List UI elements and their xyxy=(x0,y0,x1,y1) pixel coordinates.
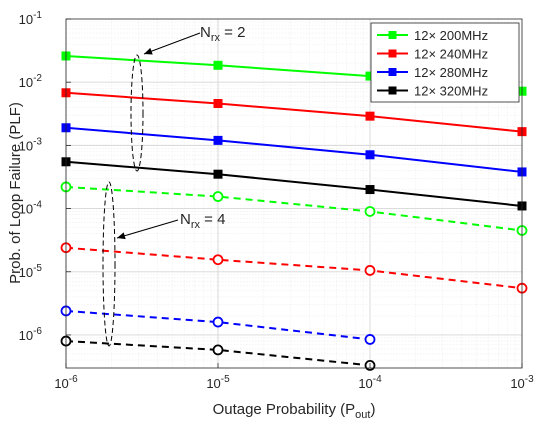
y-tick-label: 10-6 xyxy=(19,326,43,343)
x-tick-label: 10-3 xyxy=(510,374,534,391)
annotation-nrx-2-ellipse xyxy=(130,54,144,172)
data-point xyxy=(212,316,224,328)
legend: 12× 200MHz 12× 240MHz 12× 280MHz 12× 320MHz xyxy=(370,22,520,103)
data-point xyxy=(212,254,224,266)
series-6 xyxy=(60,242,528,294)
data-point xyxy=(213,60,223,70)
series-7 xyxy=(60,305,376,345)
data-point xyxy=(365,185,375,195)
data-point xyxy=(364,206,376,217)
legend-label: 12× 200MHz xyxy=(414,28,488,43)
annotation-nrx-2: Nrx = 2 xyxy=(130,24,245,172)
legend-item: 12× 280MHz xyxy=(377,65,488,80)
x-axis-label-main: Outage Probability (P xyxy=(213,401,356,418)
x-axis-label-end: ) xyxy=(370,401,375,418)
ticks: 10-6 10-5 10-4 10-3 10-1 10-2 10-3 10-4 10-5 10-6 xyxy=(19,10,534,391)
annotation-nrx-2-arrow xyxy=(143,32,201,55)
legend-label: 12× 280MHz xyxy=(414,65,488,80)
x-tick-label: 10-5 xyxy=(206,374,230,391)
legend-marker xyxy=(388,68,397,76)
series-line xyxy=(65,309,371,341)
annotation-nrx-4-arrow xyxy=(116,219,179,239)
annotations: Nrx = 2 Nrx = 4 xyxy=(102,24,245,347)
data-point xyxy=(364,265,376,276)
x-tick-label: 10-6 xyxy=(54,374,78,391)
plot-frame xyxy=(65,18,523,369)
legend-item: 12× 240MHz xyxy=(377,47,488,62)
data-point xyxy=(213,135,223,145)
data-point xyxy=(212,344,224,356)
annotation-nrx-4-arrowhead xyxy=(117,232,126,240)
legend-item: 12× 200MHz xyxy=(377,28,488,43)
x-axis-label-sub: out xyxy=(355,409,370,421)
y-tick-label: 10-1 xyxy=(19,10,43,27)
legend-marker xyxy=(388,49,397,58)
y-axis-label: Prob. of Loop Failure (PLF) xyxy=(7,102,24,284)
legend-label: 12× 240MHz xyxy=(414,47,488,62)
data-point xyxy=(212,191,224,202)
series-line xyxy=(65,126,523,173)
annotation-nrx-2-arrowhead xyxy=(144,47,153,55)
annotation-nrx-4: Nrx = 4 xyxy=(102,181,225,347)
series-line xyxy=(65,160,523,207)
data-point xyxy=(365,111,375,121)
series-line xyxy=(65,91,523,133)
data-point xyxy=(213,99,223,109)
y-tick-label: 10-4 xyxy=(19,200,43,217)
series-line xyxy=(65,246,523,290)
legend-label: 12× 320MHz xyxy=(414,84,488,99)
grid xyxy=(65,19,522,369)
y-tick-label: 10-2 xyxy=(19,73,43,90)
y-tick-label: 10-3 xyxy=(19,136,43,153)
data-point xyxy=(213,169,223,179)
legend-marker xyxy=(388,31,397,39)
legend-marker xyxy=(388,86,397,95)
series-line xyxy=(65,185,523,232)
annotation-nrx-2-text: Nrx = 2 xyxy=(200,24,245,44)
series-5 xyxy=(60,181,528,236)
annotation-nrx-4-text: Nrx = 4 xyxy=(180,211,225,231)
series-line xyxy=(65,340,371,367)
x-axis-label: Outage Probability (Pout) xyxy=(213,401,376,421)
x-tick-label: 10-4 xyxy=(358,374,382,391)
data-point xyxy=(364,334,376,345)
legend-item: 12× 320MHz xyxy=(377,84,488,99)
data-point xyxy=(365,150,375,160)
y-tick-label: 10-5 xyxy=(19,263,43,280)
annotation-nrx-4-ellipse xyxy=(102,181,116,347)
